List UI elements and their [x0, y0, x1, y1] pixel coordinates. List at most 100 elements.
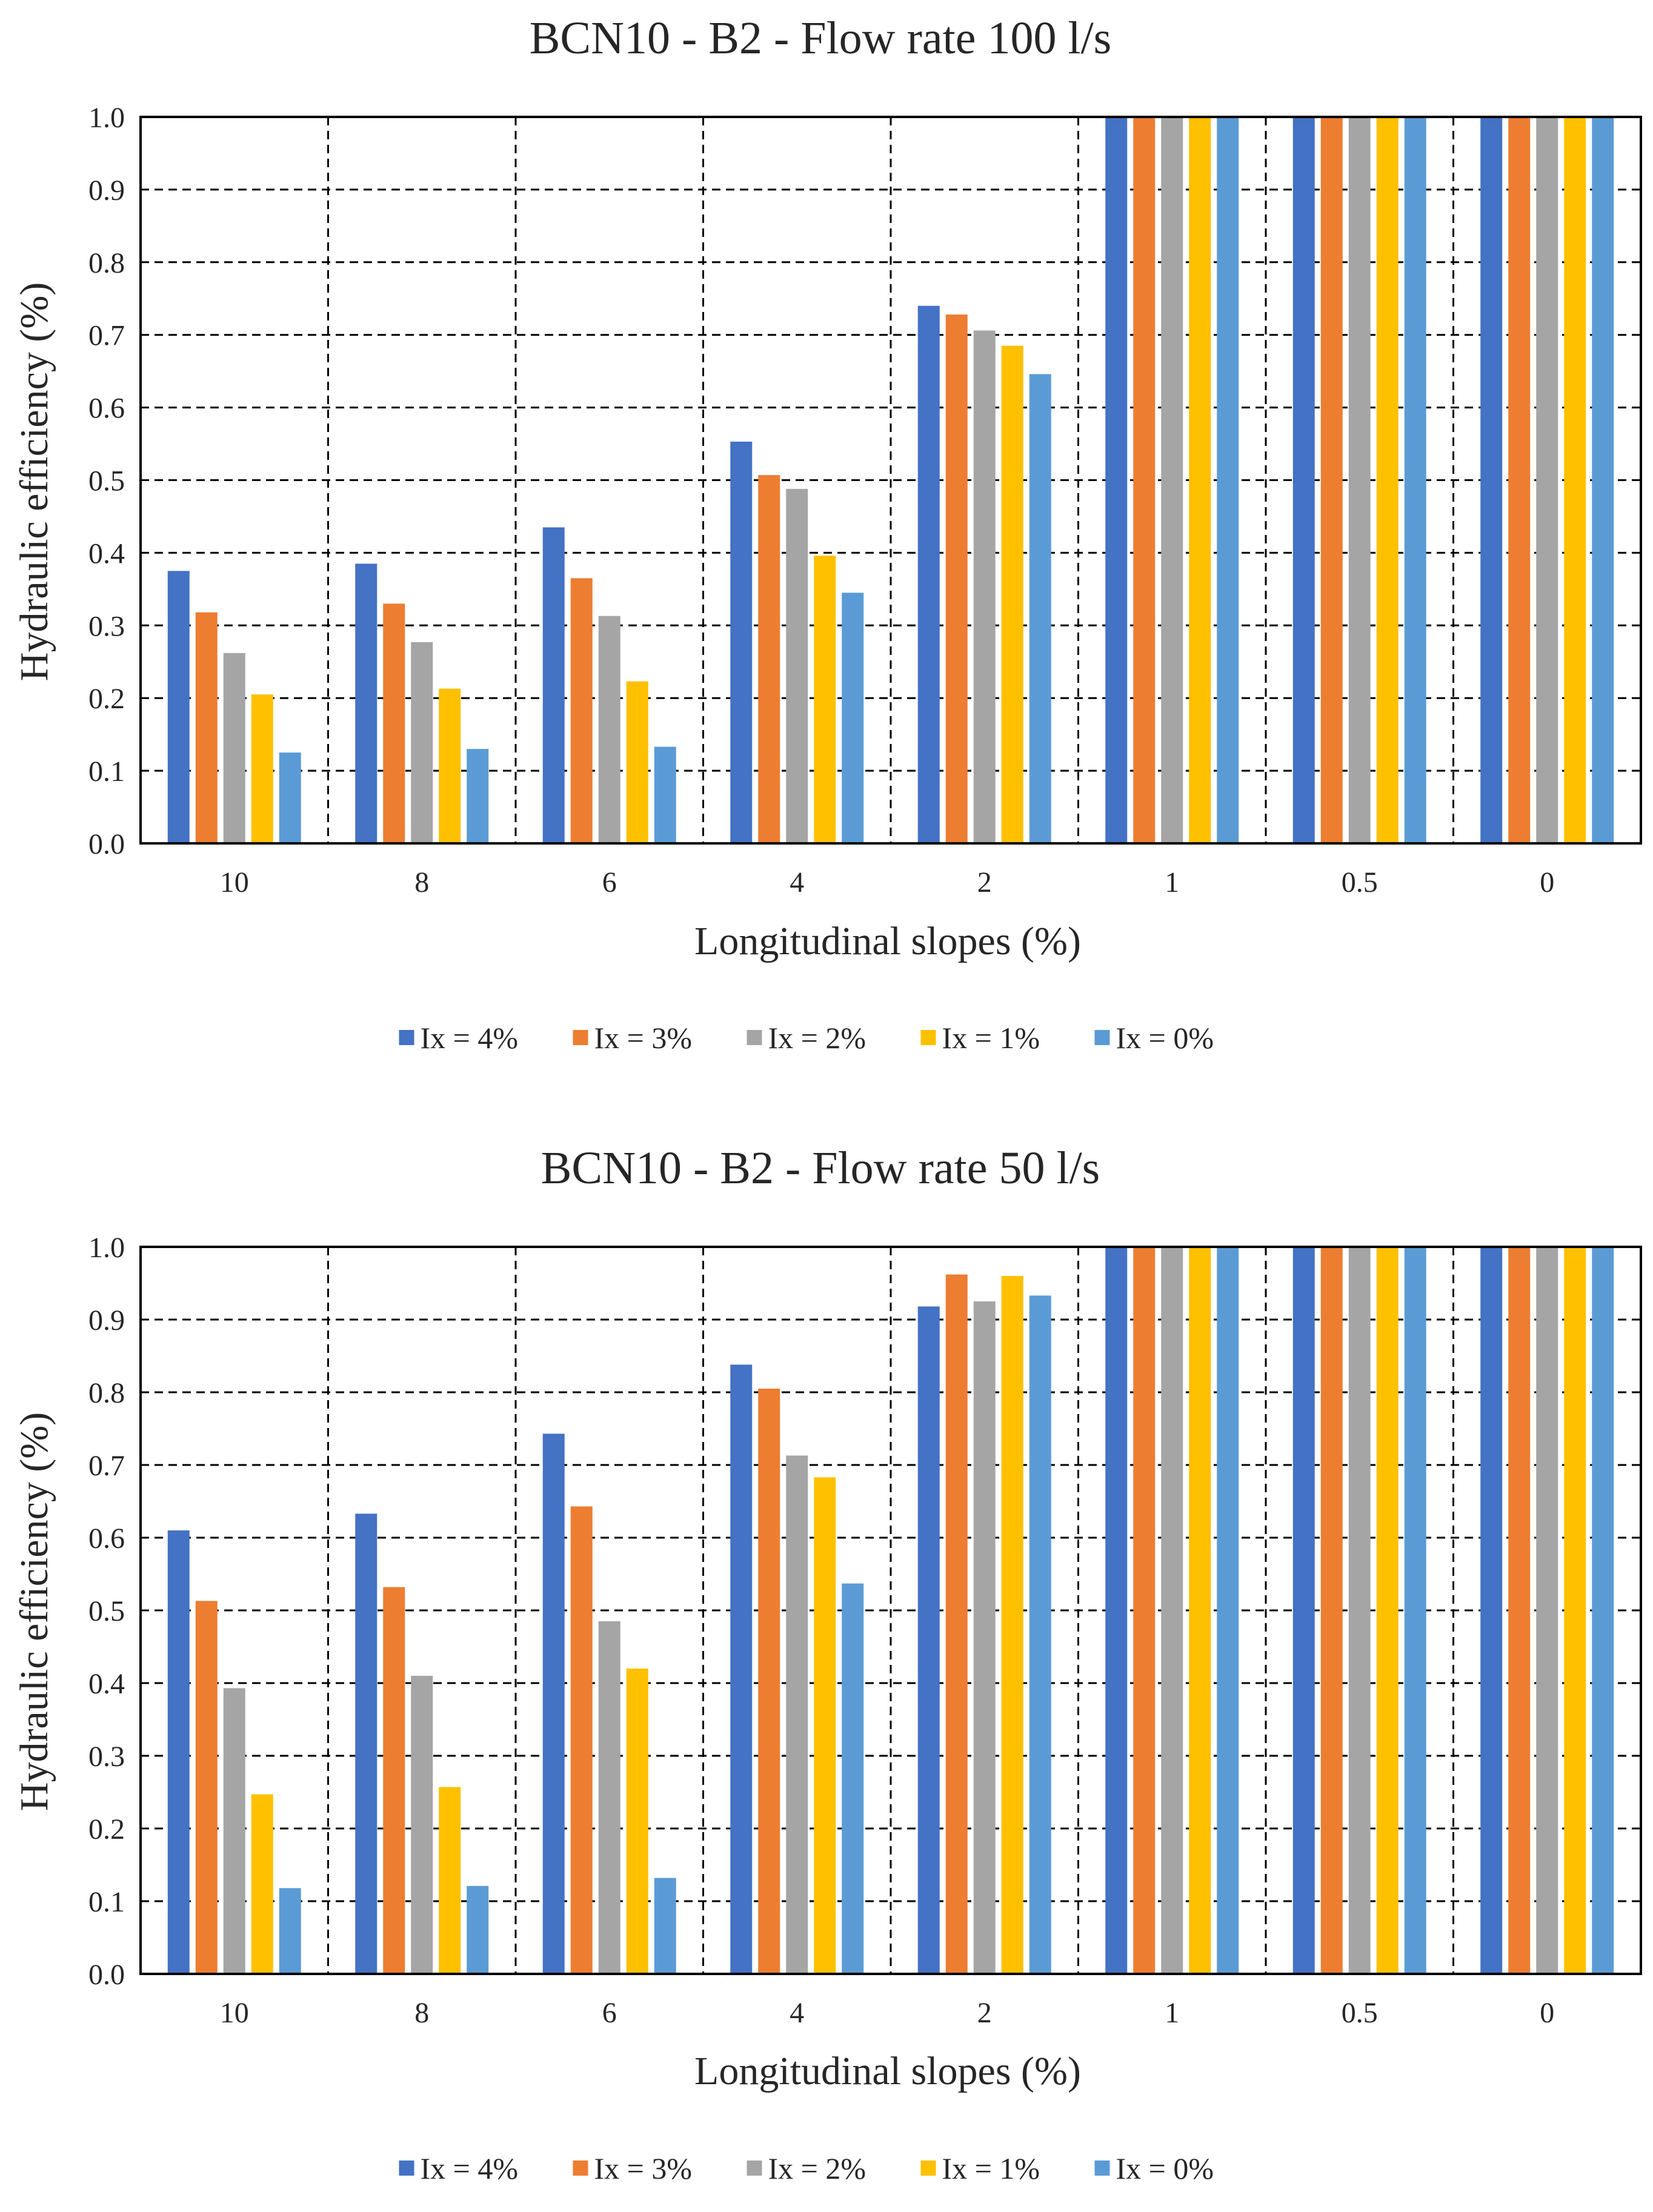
x-tick-label: 10: [220, 866, 249, 898]
bar: [1133, 1247, 1156, 1974]
x-tick-label: 2: [977, 866, 992, 898]
bar: [1001, 345, 1023, 843]
x-tick-label: 6: [602, 866, 617, 898]
bar: [1536, 1247, 1558, 1974]
y-tick-label: 0.3: [88, 1741, 125, 1773]
plot-border: [139, 116, 1642, 845]
legend: Ix = 4% Ix = 3% Ix = 2% Ix = 1% Ix = 0%: [399, 2151, 1214, 2185]
y-tick-label: 1.0: [88, 1232, 125, 1264]
bar: [1029, 374, 1051, 843]
legend-label: Ix = 1%: [942, 1021, 1040, 1055]
legend-swatch: [920, 1030, 936, 1045]
bar: [1480, 1247, 1503, 1974]
bar: [439, 688, 461, 843]
legend-label: Ix = 0%: [1116, 1021, 1214, 1055]
bar: [1292, 117, 1315, 843]
y-tick-label: 0.9: [88, 1304, 125, 1337]
bar: [786, 488, 808, 843]
bar: [758, 475, 780, 843]
bar: [1376, 1247, 1399, 1974]
bar: [1508, 117, 1531, 843]
x-tick-label: 0.5: [1342, 866, 1378, 898]
bar: [1376, 117, 1399, 843]
y-tick-label: 0.9: [88, 174, 125, 207]
y-axis-title: Hydraulic efficiency (%): [12, 282, 56, 681]
bar: [570, 578, 593, 843]
bar: [1404, 117, 1426, 843]
bar: [1029, 1295, 1051, 1974]
plot-area: 0.00.10.20.30.40.50.60.70.80.91.010 8 6 4 2 1…: [88, 1232, 1642, 2029]
bar: [917, 1306, 940, 1974]
bar: [223, 653, 245, 843]
bar: [1320, 117, 1343, 843]
legend-label: Ix = 4%: [421, 1021, 519, 1055]
bar: [1161, 1247, 1183, 1974]
bar: [730, 1364, 753, 1974]
legend-label: Ix = 4%: [421, 2151, 519, 2185]
bar: [598, 1621, 620, 1974]
y-tick-label: 0.7: [88, 320, 125, 352]
bar: [1564, 1247, 1586, 1974]
legend-label: Ix = 2%: [768, 1021, 866, 1055]
bar: [251, 1794, 273, 1974]
y-tick-label: 1.0: [88, 102, 125, 134]
bar: [786, 1455, 808, 1974]
legend-swatch: [399, 2161, 414, 2176]
bar: [626, 1669, 648, 1974]
bar: [598, 616, 620, 843]
x-tick-label: 1: [1165, 1997, 1179, 2029]
y-tick-label: 0.4: [88, 537, 125, 570]
bar: [1348, 1247, 1371, 1974]
x-tick-label: 8: [414, 1997, 429, 2029]
chart-title: BCN10 - B2 - Flow rate 50 l/s: [541, 1143, 1100, 1194]
legend-swatch: [573, 1030, 588, 1045]
bar: [1001, 1276, 1023, 1974]
bar: [1480, 117, 1503, 843]
bar: [1105, 1247, 1128, 1974]
y-axis-title: Hydraulic efficiency (%): [12, 1412, 56, 1811]
bar: [973, 330, 996, 843]
bar: [973, 1301, 996, 1974]
bar: [1189, 117, 1211, 843]
bar: [758, 1389, 780, 1974]
bar: [1592, 1247, 1614, 1974]
bar: [411, 642, 433, 843]
y-tick-label: 0.7: [88, 1450, 125, 1482]
bar: [355, 563, 377, 843]
legend-swatch: [399, 1030, 414, 1045]
y-tick-label: 0.8: [88, 247, 125, 279]
bar: [1292, 1247, 1315, 1974]
bar: [654, 1878, 676, 1974]
x-tick-label: 8: [414, 866, 429, 898]
y-tick-label: 0.2: [88, 683, 125, 715]
bar: [570, 1506, 593, 1974]
bar: [1161, 117, 1183, 843]
bar: [467, 1885, 489, 1974]
y-tick-label: 0.1: [88, 1886, 125, 1918]
y-tick-label: 0.0: [88, 1959, 125, 1991]
bar: [842, 1583, 864, 1974]
x-tick-label: 6: [602, 1997, 617, 2029]
bar: [1320, 1247, 1343, 1974]
legend-swatch: [920, 2161, 936, 2176]
legend-label: Ix = 0%: [1116, 2151, 1214, 2185]
bar: [542, 527, 565, 843]
bar: [251, 694, 273, 843]
y-tick-label: 0.4: [88, 1668, 125, 1700]
chart-title: BCN10 - B2 - Flow rate 100 l/s: [530, 13, 1112, 64]
x-tick-label: 1: [1165, 866, 1179, 898]
bar: [167, 1530, 190, 1974]
bar: [1217, 1247, 1239, 1974]
bar: [1508, 1247, 1531, 1974]
bar: [945, 314, 968, 843]
bar: [626, 681, 648, 843]
y-tick-label: 0.6: [88, 393, 125, 425]
x-tick-label: 0: [1540, 1997, 1554, 2029]
chart-1: BCN10 - B2 - Flow rate 100 l/s 0.0 0.1 0.2…: [12, 13, 1642, 1055]
bar: [467, 749, 489, 843]
x-tick-label: 2: [977, 1997, 992, 2029]
x-tick-label: 0: [1540, 866, 1554, 898]
bar: [383, 1587, 405, 1974]
bar: [195, 612, 218, 843]
